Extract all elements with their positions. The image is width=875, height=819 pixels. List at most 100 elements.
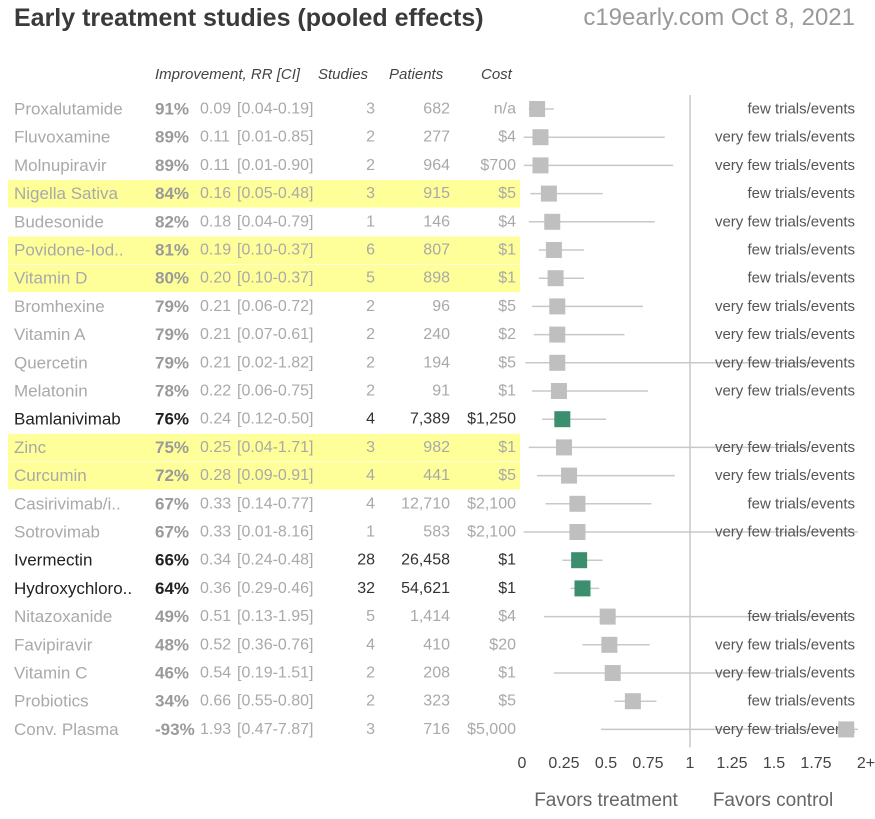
x-tick-label: 0.75 — [632, 755, 663, 772]
row-studies: 5 — [366, 608, 375, 625]
row-rr: 0.28 — [200, 467, 231, 484]
x-tick-label: 2+ — [857, 755, 875, 772]
row-cost: $5 — [498, 185, 516, 202]
row-studies: 28 — [357, 552, 375, 569]
row-improvement: 78% — [155, 382, 189, 401]
row-ci: [0.06-0.72] — [237, 298, 314, 315]
row-patients: 12,710 — [401, 495, 450, 512]
row-patients: 26,458 — [401, 552, 450, 569]
row-improvement: 84% — [155, 184, 189, 203]
row-studies: 6 — [366, 242, 375, 259]
row-ci: [0.55-0.80] — [237, 693, 314, 710]
row-cost: $1 — [498, 580, 516, 597]
row-patients: 146 — [423, 213, 450, 230]
row-patients: 96 — [432, 298, 450, 315]
row-cost: $700 — [480, 157, 516, 174]
row-patients: 583 — [423, 524, 450, 541]
row-rr: 0.19 — [200, 242, 231, 259]
row-improvement: 49% — [155, 607, 189, 626]
row-patients: 807 — [423, 242, 450, 259]
row-rr: 0.16 — [200, 185, 231, 202]
row-name: Fluvoxamine — [14, 128, 110, 147]
row-ci: [0.10-0.37] — [237, 242, 314, 259]
row-rr: 0.66 — [200, 693, 231, 710]
row-ci: [0.13-1.95] — [237, 608, 314, 625]
rr-marker — [532, 129, 549, 146]
row-rr: 0.52 — [200, 636, 231, 653]
row-rr: 0.54 — [200, 665, 231, 682]
row-improvement: 82% — [155, 212, 189, 231]
rr-marker — [540, 185, 557, 202]
row-note: few trials/events — [747, 242, 855, 259]
rr-marker — [571, 552, 588, 569]
x-tick-label: 0.25 — [548, 755, 579, 772]
highlight-band — [8, 236, 520, 264]
row-ci: [0.12-0.50] — [237, 411, 314, 428]
row-cost: $1 — [498, 270, 516, 287]
row-rr: 0.11 — [200, 157, 230, 174]
rr-marker — [549, 326, 566, 343]
row-name: Povidone-Iod.. — [14, 241, 124, 260]
row-cost: $1 — [498, 242, 516, 259]
rr-marker — [599, 608, 616, 625]
row-patients: 208 — [423, 665, 450, 682]
x-tick-label: 1.5 — [763, 755, 785, 772]
row-studies: 3 — [366, 721, 375, 738]
row-rr: 0.11 — [200, 129, 230, 146]
rr-marker — [569, 495, 586, 512]
row-name: Casirivimab/i.. — [14, 494, 121, 513]
row-improvement: 34% — [155, 692, 189, 711]
row-ci: [0.04-1.71] — [237, 439, 314, 456]
row-patients: 441 — [423, 467, 450, 484]
header-studies: Studies — [318, 66, 369, 83]
row-note: very few trials/events — [715, 326, 855, 343]
row-rr: 0.18 — [200, 213, 231, 230]
row-note: few trials/events — [747, 495, 855, 512]
rr-marker — [561, 467, 578, 484]
row-improvement: 79% — [155, 325, 189, 344]
row-studies: 4 — [366, 467, 375, 484]
row-patients: 277 — [423, 129, 450, 146]
row-studies: 4 — [366, 636, 375, 653]
row-cost: $5,000 — [467, 721, 516, 738]
row-rr: 0.21 — [200, 298, 231, 315]
row-name: Nigella Sativa — [14, 184, 118, 203]
row-studies: 4 — [366, 411, 375, 428]
x-tick-label: 1.25 — [716, 755, 747, 772]
x-tick-label: 1 — [686, 755, 695, 772]
row-improvement: 79% — [155, 297, 189, 316]
row-improvement: 46% — [155, 664, 189, 683]
row-name: Budesonide — [14, 212, 104, 231]
row-studies: 32 — [357, 580, 375, 597]
rr-marker — [838, 721, 855, 738]
highlight-band — [8, 180, 520, 208]
row-cost: $5 — [498, 354, 516, 371]
row-patients: 91 — [432, 383, 450, 400]
row-patients: 716 — [423, 721, 450, 738]
row-cost: $2,100 — [467, 524, 516, 541]
row-improvement: 91% — [155, 100, 189, 119]
rr-marker — [556, 439, 572, 456]
highlight-band — [8, 462, 520, 490]
rr-marker — [550, 383, 567, 399]
row-name: Bromhexine — [14, 297, 105, 316]
row-name: Conv. Plasma — [14, 720, 119, 739]
row-rr: 0.36 — [200, 580, 231, 597]
row-rr: 0.22 — [200, 383, 231, 400]
rr-marker — [624, 693, 641, 710]
row-patients: 323 — [423, 693, 450, 710]
rr-marker — [547, 270, 564, 287]
row-name: Sotrovimab — [14, 523, 100, 542]
row-improvement: 89% — [155, 156, 189, 175]
row-ci: [0.05-0.48] — [237, 185, 314, 202]
row-ci: [0.14-0.77] — [237, 495, 314, 512]
row-cost: $1 — [498, 552, 516, 569]
header-improvement: Improvement, RR [CI] — [155, 66, 301, 83]
row-studies: 2 — [366, 326, 375, 343]
row-name: Bamlanivimab — [14, 410, 121, 429]
row-improvement: 75% — [155, 438, 189, 457]
row-name: Zinc — [14, 438, 47, 457]
row-ci: [0.06-0.75] — [237, 383, 314, 400]
row-ci: [0.07-0.61] — [237, 326, 314, 343]
row-improvement: 79% — [155, 353, 189, 372]
